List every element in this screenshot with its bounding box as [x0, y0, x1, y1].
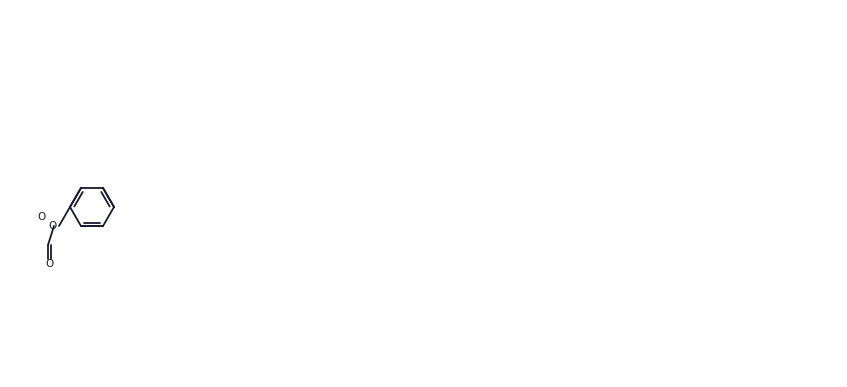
Text: O: O [48, 221, 56, 231]
Text: O: O [38, 212, 46, 222]
Text: O: O [45, 259, 53, 269]
